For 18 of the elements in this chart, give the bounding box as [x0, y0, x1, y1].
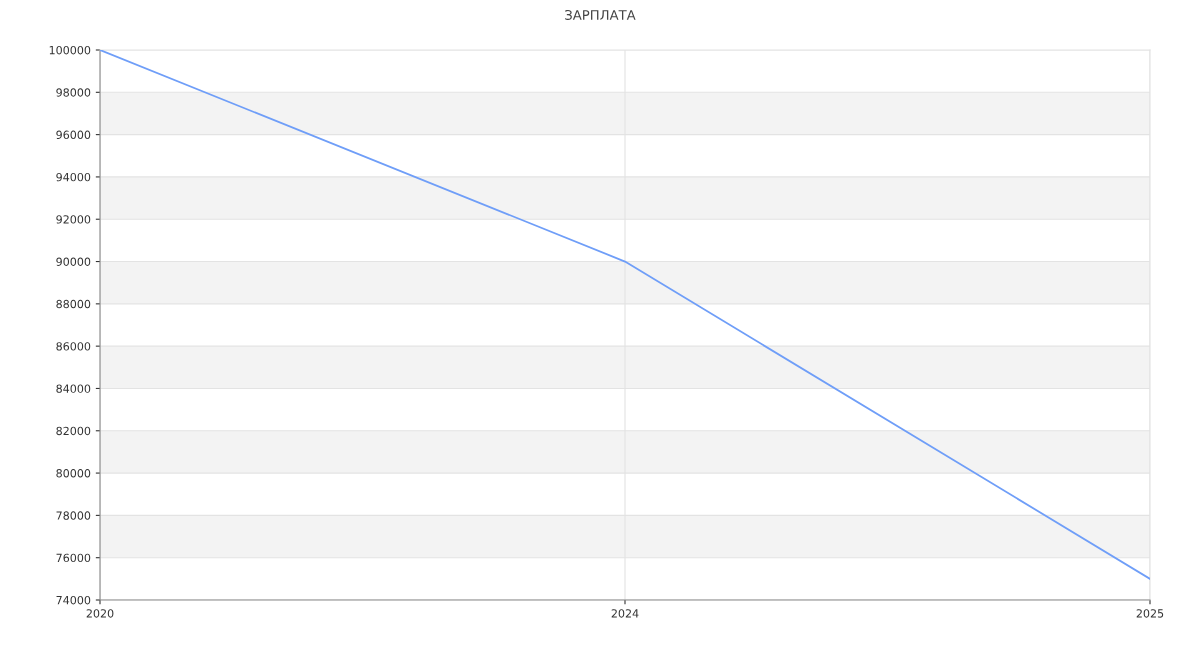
y-tick-label: 82000 — [56, 426, 91, 436]
y-tick-label: 96000 — [56, 130, 91, 139]
y-tick-label: 92000 — [56, 215, 91, 224]
y-tick-label: 98000 — [56, 88, 91, 97]
y-tick-label: 86000 — [56, 342, 91, 351]
y-tick-label: 94000 — [56, 172, 91, 182]
y-tick-label: 84000 — [56, 384, 91, 393]
y-tick-label: 88000 — [56, 299, 91, 309]
y-tick-label: 74000 — [56, 595, 91, 605]
y-tick-label: 76000 — [56, 553, 91, 563]
y-tick-label: 80000 — [56, 469, 91, 478]
y-tick-label: 90000 — [56, 257, 91, 266]
x-tick-label: 2024 — [611, 609, 639, 618]
y-tick-label: 78000 — [56, 511, 91, 520]
x-tick-label: 2025 — [1136, 609, 1164, 618]
x-tick-label: 2020 — [86, 609, 114, 618]
y-tick-label: 100000 — [49, 45, 91, 55]
chart-title: ЗАРПЛАТА — [565, 9, 636, 20]
